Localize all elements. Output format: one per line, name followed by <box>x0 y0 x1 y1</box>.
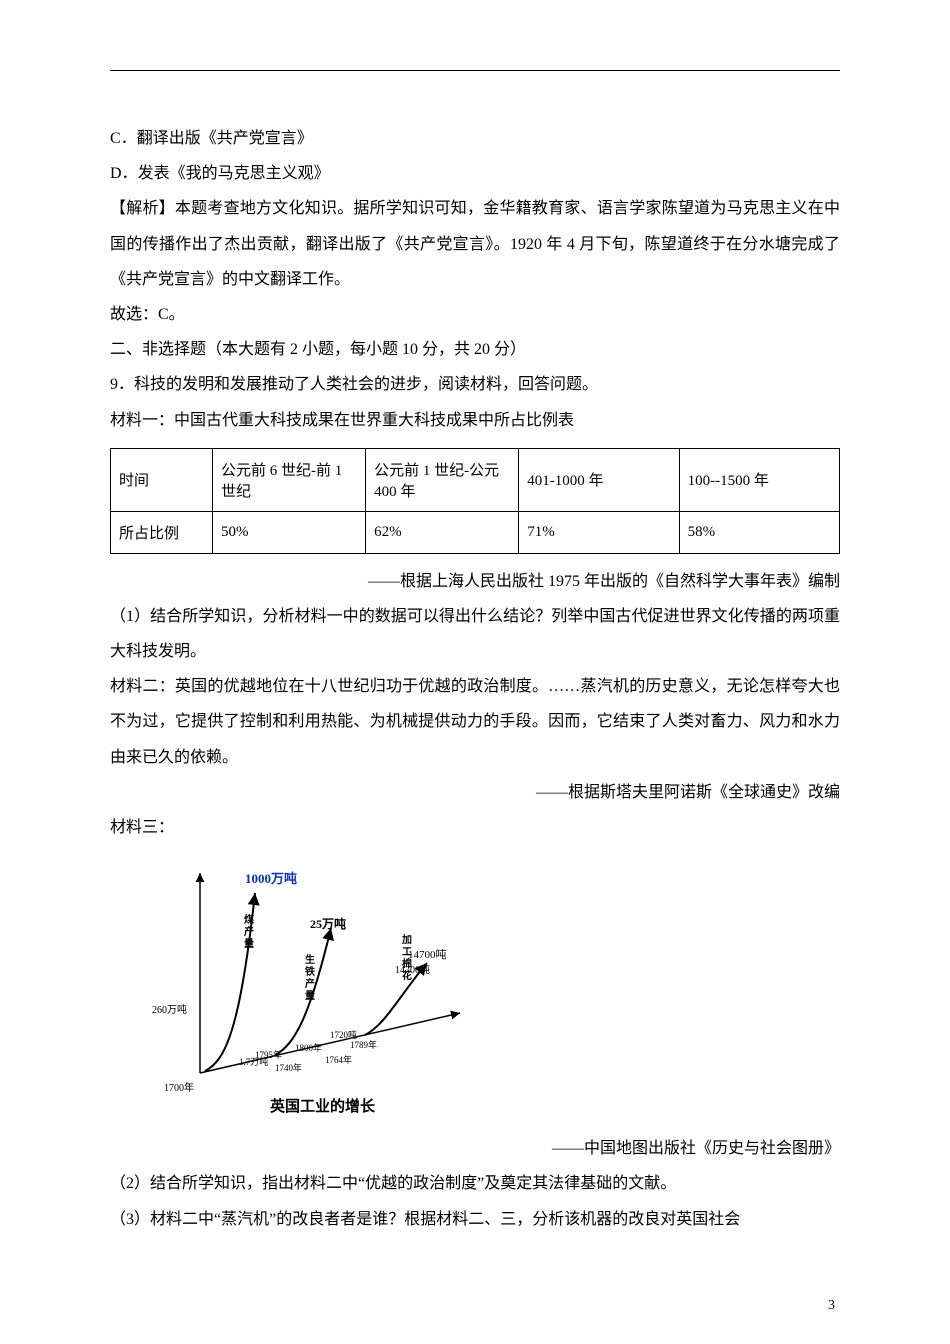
svg-text:14700吨: 14700吨 <box>408 948 447 961</box>
q9-sub3: （3）材料二中“蒸汽机”的改良者者是谁？根据材料二、三，分析该机器的改良对英国社… <box>110 1202 840 1237</box>
material-3-label: 材料三： <box>110 810 840 845</box>
svg-text:产: 产 <box>244 925 254 938</box>
material-3-source: ——中国地图出版社《历史与社会图册》 <box>110 1131 840 1166</box>
svg-text:1764年: 1764年 <box>325 1054 352 1065</box>
svg-text:1000万吨: 1000万吨 <box>245 871 297 886</box>
option-d-text: 发表《我的马克思主义观》 <box>138 165 330 182</box>
analysis-label: 【解析】 <box>110 200 175 217</box>
page-number: 3 <box>828 1298 835 1314</box>
svg-text:量: 量 <box>244 937 254 950</box>
proportion-table: 时间公元前 6 世纪-前 1 世纪公元前 1 世纪-公元 400 年401-10… <box>110 448 840 554</box>
industry-growth-chart: 1700年260万吨煤产量1000万吨生铁产量25万吨加工棉花14700吨179… <box>140 853 840 1123</box>
material-1-source: ——根据上海人民出版社 1975 年出版的《自然科学大事年表》编制 <box>110 564 840 599</box>
option-c: C．翻译出版《共产党宣言》 <box>110 121 840 156</box>
material-1-label: 材料一：中国古代重大科技成果在世界重大科技成果中所占比例表 <box>110 403 840 438</box>
table-header-cell: 时间 <box>111 448 213 511</box>
material-2-text: 材料二：英国的优越地位在十八世纪归功于优越的政治制度。……蒸汽机的历史意义，无论… <box>110 669 840 775</box>
svg-text:1800年: 1800年 <box>295 1042 322 1053</box>
table-header-cell: 公元前 1 世纪-公元 400 年 <box>366 448 519 511</box>
svg-text:量: 量 <box>305 989 315 1002</box>
svg-text:生: 生 <box>305 953 315 966</box>
table-cell: 71% <box>519 511 679 553</box>
q9-sub1: （1）结合所学知识，分析材料一中的数据可以得出什么结论？列举中国古代促进世界文化… <box>110 599 840 669</box>
table-cell: 50% <box>213 511 366 553</box>
section-2-heading: 二、非选择题（本大题有 2 小题，每小题 10 分，共 20 分） <box>110 332 840 367</box>
material-2-source: ——根据斯塔夫里阿诺斯《全球通史》改编 <box>110 775 840 810</box>
svg-text:25万吨: 25万吨 <box>310 916 346 931</box>
option-c-letter: C． <box>110 130 137 147</box>
analysis-block: 【解析】本题考查地方文化知识。据所学知识可知，金华籍教育家、语言学家陈望道为马克… <box>110 191 840 297</box>
svg-text:加: 加 <box>401 933 412 946</box>
svg-text:铁: 铁 <box>305 965 315 978</box>
svg-text:1789年: 1789年 <box>350 1039 377 1050</box>
svg-text:煤: 煤 <box>244 913 254 926</box>
svg-text:1.7万吨: 1.7万吨 <box>239 1056 268 1067</box>
table-cell: 62% <box>366 511 519 553</box>
answer-line: 故选：C。 <box>110 297 840 332</box>
table-cell: 所占比例 <box>111 511 213 553</box>
option-c-text: 翻译出版《共产党宣言》 <box>137 130 313 147</box>
svg-text:1700年: 1700年 <box>164 1081 194 1094</box>
table-cell: 58% <box>679 511 839 553</box>
option-d-letter: D． <box>110 165 138 182</box>
chart-svg: 1700年260万吨煤产量1000万吨生铁产量25万吨加工棉花14700吨179… <box>140 853 500 1123</box>
table-header-cell: 公元前 6 世纪-前 1 世纪 <box>213 448 366 511</box>
analysis-text: 本题考查地方文化知识。据所学知识可知，金华籍教育家、语言学家陈望道为马克思主义在… <box>110 200 840 287</box>
q9-stem: 9．科技的发明和发展推动了人类社会的进步，阅读材料，回答问题。 <box>110 367 840 402</box>
q9-sub2: （2）结合所学知识，指出材料二中“优越的政治制度”及奠定其法律基础的文献。 <box>110 1166 840 1201</box>
horizontal-rule <box>110 70 840 71</box>
svg-text:14700吨: 14700吨 <box>395 963 430 976</box>
svg-text:英国工业的增长: 英国工业的增长 <box>270 1097 376 1115</box>
svg-text:1720吨: 1720吨 <box>330 1029 357 1040</box>
table-header-cell: 401-1000 年 <box>519 448 679 511</box>
option-d: D．发表《我的马克思主义观》 <box>110 156 840 191</box>
svg-text:1740年: 1740年 <box>275 1062 302 1073</box>
svg-text:260万吨: 260万吨 <box>152 1003 187 1016</box>
svg-text:产: 产 <box>305 977 315 990</box>
table-header-cell: 100--1500 年 <box>679 448 839 511</box>
